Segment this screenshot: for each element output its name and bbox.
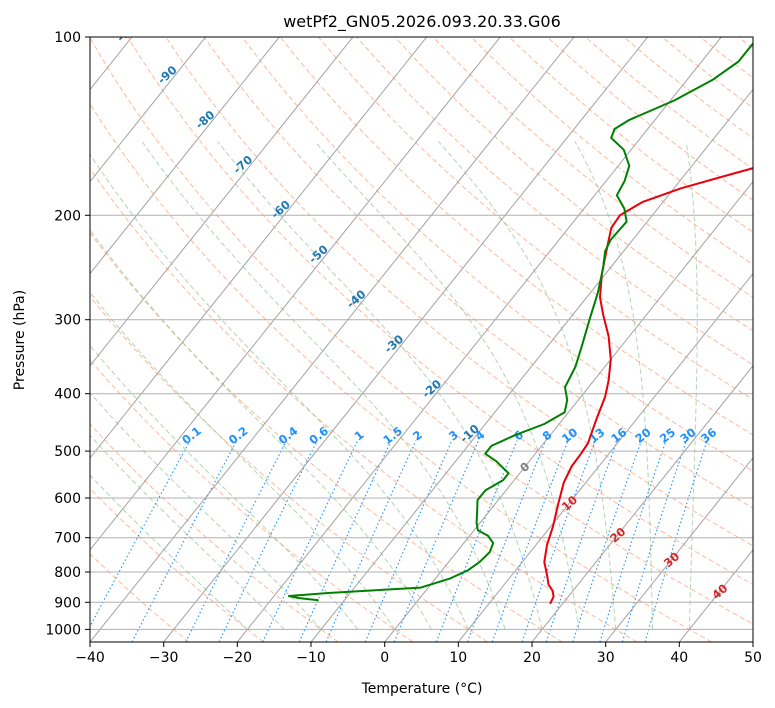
dry-adiabat [279, 37, 753, 436]
dry-adiabat [90, 487, 264, 642]
mixing-ratio-line [90, 440, 191, 628]
x-tick-label: −40 [75, 650, 105, 666]
moist-adiabat [90, 392, 322, 630]
x-tick-label: −30 [149, 650, 179, 666]
y-tick-label: 600 [54, 491, 81, 507]
mixing-ratio-line [599, 440, 667, 642]
moist-adiabat [438, 140, 617, 630]
plot-frame [89, 36, 754, 643]
dry-adiabat [90, 103, 712, 642]
moist-adiabat [90, 474, 248, 630]
isotherm [310, 88, 753, 642]
chart-title: wetPf2_GN05.2026.093.20.33.G06 [283, 12, 561, 32]
axis-ticks: −40 −30 −20 −10 0 10 20 30 40 50 100 200 300 400 500 60… [45, 30, 762, 666]
moist-adiabat [90, 434, 285, 630]
isotherm [236, 37, 722, 642]
dry-adiabat [394, 37, 753, 332]
isotherm [90, 37, 428, 459]
isotherm [90, 37, 501, 551]
x-tick-label: 30 [597, 650, 615, 666]
dry-adiabat [90, 295, 488, 642]
mixing-ratio-line [298, 440, 392, 642]
x-tick-label: 0 [380, 650, 389, 666]
dry-adiabat [241, 37, 753, 472]
y-tick-label: 400 [54, 387, 81, 403]
isotherm [90, 37, 280, 275]
isotherm [384, 180, 753, 642]
isotherm [457, 272, 753, 642]
mixing-ratio-line [325, 440, 417, 642]
moist-adiabat [90, 228, 432, 630]
mixing-ratio-line [185, 440, 287, 642]
mixing-ratio-line [621, 440, 687, 642]
x-tick-label: 40 [670, 650, 688, 666]
sounding-profiles [287, 41, 753, 605]
x-tick-label: −10 [296, 650, 326, 666]
dry-adiabat [432, 37, 753, 298]
isotherm [90, 37, 354, 367]
dry-adiabat [356, 37, 753, 366]
dry-adiabat [90, 553, 190, 642]
isotherm [531, 364, 753, 642]
y-tick-label: 300 [54, 313, 81, 329]
x-tick-label: 10 [449, 650, 467, 666]
x-tick-label: 20 [523, 650, 541, 666]
mixing-ratio-line [218, 440, 318, 642]
dry-adiabat [203, 37, 753, 509]
x-tick-label: −20 [223, 650, 253, 666]
x-tick-label: 50 [744, 650, 762, 666]
mixing-ratio-line [491, 440, 569, 642]
mixing-ratio-line [545, 440, 618, 642]
plot-area [90, 37, 753, 642]
y-tick-label: 1000 [45, 622, 81, 638]
isotherm [90, 37, 575, 642]
isotherm [163, 37, 649, 642]
mixing-ratio-line [364, 440, 453, 642]
y-tick-label: 500 [54, 444, 81, 460]
isotherm [90, 37, 207, 183]
y-tick-label: 700 [54, 531, 81, 547]
moist-adiabat [217, 140, 543, 630]
x-axis-label: Temperature (°C) [361, 681, 483, 697]
moist-adiabat [141, 141, 506, 630]
y-axis-label: Pressure (hPa) [12, 290, 28, 390]
temperature-profile [543, 167, 753, 605]
mixing-ratio-line [644, 440, 708, 642]
y-tick-label: 900 [54, 595, 81, 611]
moist-adiabat [90, 153, 469, 630]
y-tick-label: 100 [54, 30, 81, 46]
moist-adiabat [90, 344, 359, 630]
dry-adiabat [90, 37, 753, 625]
isotherm [605, 457, 753, 642]
y-tick-label: 200 [54, 208, 81, 224]
mixing-ratio-line [393, 440, 479, 642]
dewpoint-profile [287, 41, 753, 602]
y-tick-label: 800 [54, 565, 81, 581]
dry-adiabat [90, 423, 339, 642]
reference-lines [90, 37, 753, 642]
dry-adiabat [90, 167, 638, 642]
mixing-ratio-line [521, 440, 596, 642]
